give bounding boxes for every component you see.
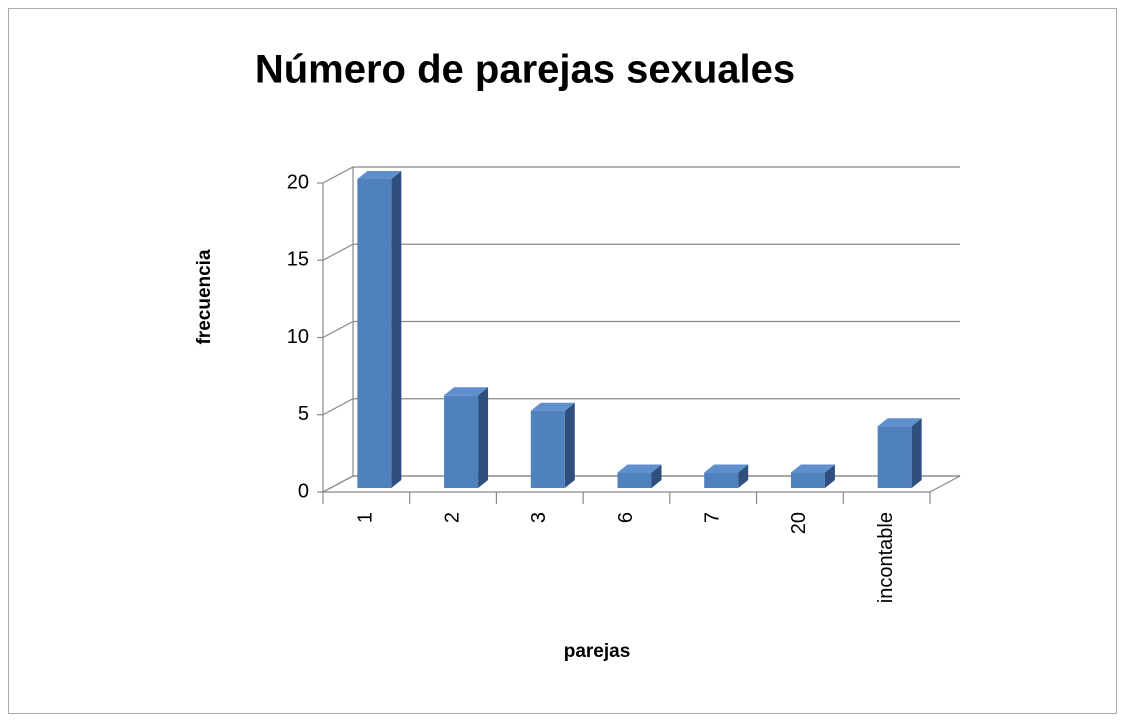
x-tick-label: 20: [788, 512, 810, 534]
x-tick-label: incontable: [875, 512, 897, 603]
bar-top: [617, 464, 662, 473]
bar: [444, 395, 479, 488]
y-tick-label: 0: [298, 480, 309, 502]
grid-line: [322, 475, 960, 493]
grid-line: [322, 398, 960, 416]
y-tick-label: 15: [287, 249, 309, 271]
y-tick-label: 5: [298, 403, 309, 425]
bar-top: [357, 171, 402, 179]
bar: [877, 426, 912, 488]
bar-top: [530, 402, 575, 411]
x-tick-label: 6: [615, 512, 637, 523]
grid-line: [322, 243, 960, 261]
y-tick-label: 20: [287, 171, 309, 193]
grid-line: [322, 166, 960, 184]
bar-side: [564, 402, 575, 488]
y-tick-label: 10: [287, 326, 309, 348]
grid-line: [322, 320, 960, 339]
x-tick-label: 3: [528, 512, 550, 523]
chart-title: Número de parejas sexuales: [255, 48, 795, 92]
bar: [617, 472, 652, 488]
y-axis-title: frecuencia: [194, 249, 215, 344]
bar-side: [738, 464, 749, 488]
bar-top: [444, 387, 489, 396]
chart-border: [8, 8, 1117, 714]
bar-side: [391, 171, 402, 488]
x-axis-title: parejas: [564, 641, 631, 662]
bar-side: [824, 464, 835, 488]
bar-top: [877, 418, 922, 427]
bar-side: [911, 418, 922, 488]
x-tick-label: 2: [441, 512, 463, 523]
bar-side: [651, 464, 662, 488]
bar: [790, 472, 825, 488]
bar: [530, 410, 565, 488]
bar-side: [478, 387, 489, 488]
bar-top: [790, 464, 835, 473]
x-tick-label: 1: [355, 512, 377, 523]
x-tick-label: 7: [701, 512, 723, 523]
bar: [704, 472, 739, 488]
bar: [357, 179, 392, 488]
bar-top: [704, 464, 749, 473]
